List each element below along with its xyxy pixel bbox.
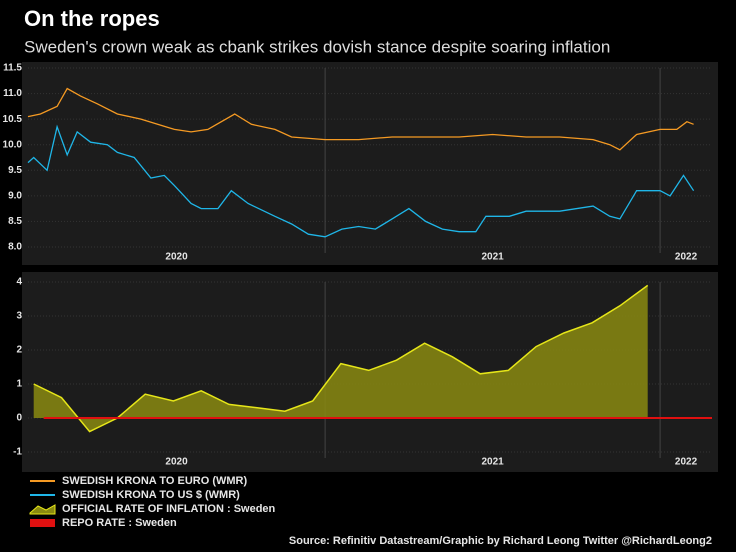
line [27,124,695,238]
chart-title: On the ropes [24,6,160,31]
x-tick-label: 2022 [675,457,698,468]
y-tick-label: 3 [16,311,22,322]
y-tick-label: 11.0 [3,88,22,99]
legend-label: SWEDISH KRONA TO EURO (WMR) [62,475,247,487]
x-tick-label: 2022 [675,252,698,263]
y-tick-label: -1 [13,447,22,458]
y-tick-label: 11.5 [3,63,22,74]
y-tick-label: 9.5 [8,165,22,176]
y-tick-label: 0 [16,413,22,424]
area [33,285,648,432]
legend-label: SWEDISH KRONA TO US $ (WMR) [62,489,240,501]
source: Source: Refinitiv Datastream/Graphic by … [289,535,712,547]
y-tick-label: 9.0 [8,190,22,201]
y-tick-label: 8.0 [8,242,22,253]
x-tick-label: 2021 [481,252,504,263]
y-tick-label: 10.0 [3,139,23,150]
x-tick-label: 2020 [165,457,188,468]
line [27,87,694,151]
y-tick-label: 8.5 [8,216,22,227]
chart-subtitle: Sweden's crown weak as cbank strikes dov… [24,37,610,56]
y-tick-label: 10.5 [3,114,23,125]
legend-swatch [29,504,56,515]
y-tick-label: 2 [16,345,22,356]
legend-label: REPO RATE : Sweden [62,517,177,529]
area-line [33,284,649,433]
y-tick-label: 1 [16,379,22,390]
x-tick-label: 2020 [165,252,188,263]
legend-swatch [30,519,55,527]
y-tick-label: 4 [16,277,22,288]
legend-label: OFFICIAL RATE OF INFLATION : Sweden [62,503,276,515]
panel [22,62,718,265]
x-tick-label: 2021 [481,457,504,468]
